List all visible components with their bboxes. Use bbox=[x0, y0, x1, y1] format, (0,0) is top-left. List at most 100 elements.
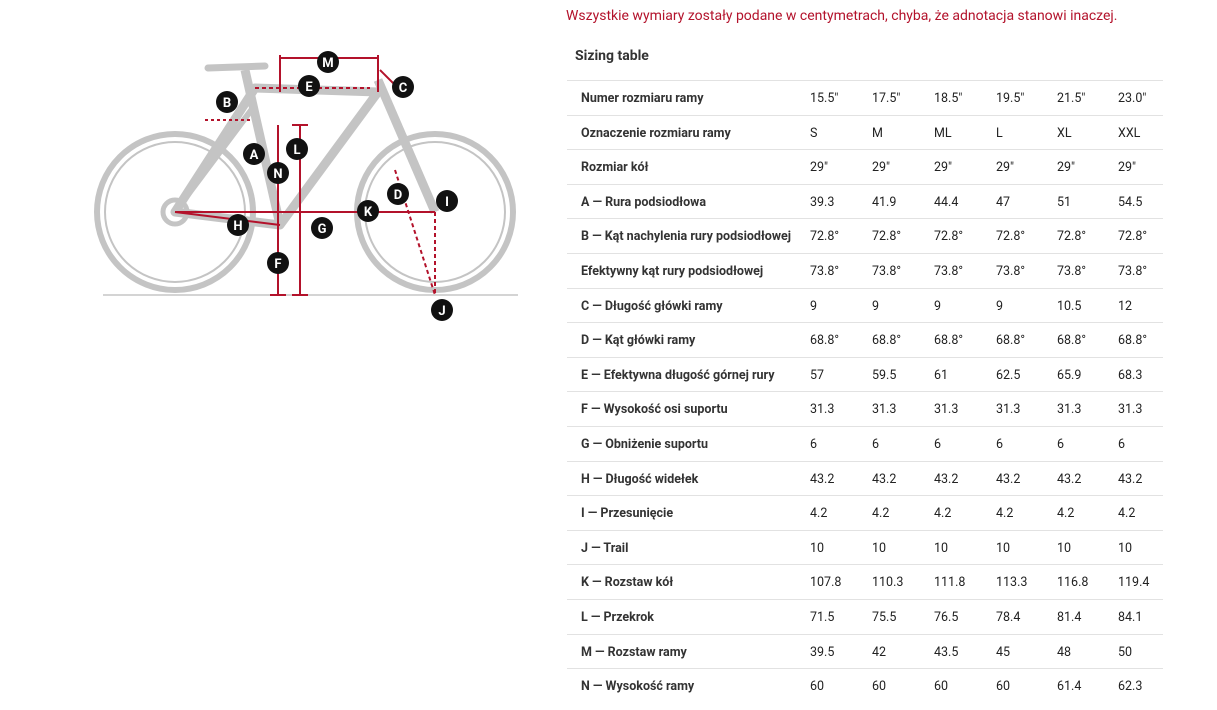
cell: 73.8° bbox=[810, 263, 840, 279]
cell: 31.3 bbox=[934, 402, 959, 418]
cell: 4.2 bbox=[810, 506, 828, 522]
cell: 68.8° bbox=[872, 333, 902, 349]
table-row: D — Kąt główki ramy 68.8° 68.8° 68.8° 68.8° 6… bbox=[567, 322, 1163, 357]
marker-label: H bbox=[233, 219, 242, 234]
marker-label: E bbox=[305, 80, 313, 95]
cell: 73.8° bbox=[1057, 263, 1087, 279]
table-row: K — Rozstaw kół 107.8 110.3 111.8 113.3 116.8… bbox=[567, 564, 1163, 599]
cell: XL bbox=[1057, 125, 1072, 141]
row-label: J — Trail bbox=[581, 540, 629, 556]
cell: 43.2 bbox=[996, 471, 1021, 487]
cell: 9 bbox=[872, 298, 880, 314]
cell: 75.5 bbox=[872, 609, 897, 625]
cell: 84.1 bbox=[1118, 609, 1143, 625]
cell: 15.5" bbox=[810, 91, 839, 106]
cell: 72.8° bbox=[934, 229, 964, 245]
table-row: F — Wysokość osi suportu 31.3 31.3 31.3 31.3… bbox=[567, 391, 1163, 426]
cell: 9 bbox=[810, 298, 818, 314]
cell: 62.5 bbox=[996, 367, 1021, 383]
table-caption: Sizing table bbox=[575, 48, 649, 64]
marker-label: K bbox=[364, 205, 373, 220]
marker bbox=[387, 183, 409, 205]
cell: L bbox=[996, 125, 1003, 141]
cell: 113.3 bbox=[996, 575, 1028, 591]
cell: 31.3 bbox=[996, 402, 1021, 418]
cell: 9 bbox=[934, 298, 942, 314]
marker-label: B bbox=[223, 96, 231, 111]
cell: 42 bbox=[872, 644, 887, 660]
marker bbox=[357, 200, 379, 222]
row-label: Efektywny kąt rury podsiodłowej bbox=[581, 263, 764, 279]
bike-diagram: ME C B A LN D I H K G F J bbox=[94, 51, 518, 321]
cell: 39.3 bbox=[810, 194, 835, 210]
table-row: Efektywny kąt rury podsiodłowej 73.8° 73.8… bbox=[567, 252, 1163, 288]
cell: 43.2 bbox=[872, 471, 897, 487]
cell: 44.4 bbox=[934, 194, 959, 210]
marker-label: J bbox=[438, 304, 445, 319]
row-label: Rozmiar kół bbox=[581, 160, 649, 176]
cell: 72.8° bbox=[872, 229, 902, 245]
marker-label: M bbox=[322, 56, 333, 71]
cell: 29" bbox=[810, 160, 829, 176]
cell: 78.4 bbox=[996, 609, 1021, 625]
table-row: A — Rura podsiodłowa 39.3 41.9 44.4 47 51 54.5 bbox=[567, 183, 1163, 219]
table-row: L — Przekrok 71.5 75.5 76.5 78.4 81.4 84.1 bbox=[567, 598, 1163, 634]
cell: 48 bbox=[1057, 644, 1072, 660]
row-label: M — Rozstaw ramy bbox=[581, 644, 687, 660]
marker bbox=[392, 76, 414, 98]
cell: 60 bbox=[872, 679, 887, 695]
marker bbox=[317, 51, 339, 73]
notice: Wszystkie wymiary zostały podane w centy… bbox=[566, 8, 1118, 24]
cell: 10 bbox=[810, 540, 825, 556]
row-label: E — Efektywna długość górnej rury bbox=[581, 367, 775, 383]
row-label: Numer rozmiaru ramy bbox=[581, 91, 704, 106]
cell: 6 bbox=[810, 436, 818, 452]
table-row: E — Efektywna długość górnej rury 57 59.5 6… bbox=[567, 356, 1163, 392]
cell: 73.8° bbox=[934, 263, 964, 279]
cell: M bbox=[872, 125, 883, 141]
cell: 107.8 bbox=[810, 575, 842, 591]
marker-label: F bbox=[274, 257, 281, 272]
marker-label: N bbox=[273, 167, 282, 182]
cell: 29" bbox=[996, 160, 1015, 176]
cell: 110.3 bbox=[872, 575, 904, 591]
bike-drawing bbox=[94, 62, 516, 293]
row-label: I — Przesunięcie bbox=[581, 506, 674, 522]
marker-label: C bbox=[399, 81, 408, 96]
cell: 111.8 bbox=[934, 575, 966, 591]
cell: 43.2 bbox=[810, 471, 835, 487]
cell: 68.3 bbox=[1118, 367, 1143, 383]
cell: 29" bbox=[1057, 160, 1076, 176]
cell: 23.0" bbox=[1118, 91, 1147, 106]
cell: 17.5" bbox=[872, 91, 901, 106]
cell: 4.2 bbox=[996, 506, 1014, 522]
table-row: Rozmiar kół 29" 29" 29" 29" 29" 29" bbox=[567, 149, 1163, 184]
table-row: N — Wysokość ramy 60 60 60 60 61.4 62.3 bbox=[567, 668, 1163, 703]
cell: 68.8° bbox=[934, 333, 964, 349]
cell: 31.3 bbox=[872, 402, 897, 418]
cell: 10 bbox=[996, 540, 1011, 556]
cell: XXL bbox=[1118, 125, 1141, 141]
row-label: G — Obniżenie suportu bbox=[581, 436, 709, 452]
cell: 62.3 bbox=[1118, 679, 1143, 695]
marker bbox=[431, 299, 453, 321]
marker-label: G bbox=[318, 222, 327, 237]
cell: 12 bbox=[1118, 298, 1133, 314]
cell: 119.4 bbox=[1118, 575, 1150, 591]
cell: 31.3 bbox=[1057, 402, 1082, 418]
cell: 6 bbox=[1118, 436, 1126, 452]
cell: 61 bbox=[934, 367, 949, 383]
cell: 73.8° bbox=[872, 263, 902, 279]
table-row: C — Długość główki ramy 9 9 9 9 10.5 12 bbox=[567, 287, 1163, 323]
cell: 6 bbox=[996, 436, 1004, 452]
cell: 68.8° bbox=[1057, 333, 1087, 349]
cell: 4.2 bbox=[1118, 506, 1136, 522]
cell: 72.8° bbox=[1057, 229, 1087, 245]
row-label: D — Kąt główki ramy bbox=[581, 333, 696, 349]
cell: 61.4 bbox=[1057, 679, 1082, 695]
table-row: I — Przesunięcie 4.2 4.2 4.2 4.2 4.2 4.2 bbox=[567, 495, 1163, 530]
cell: 4.2 bbox=[1057, 506, 1075, 522]
marker bbox=[436, 190, 458, 212]
cell: 72.8° bbox=[810, 229, 840, 245]
